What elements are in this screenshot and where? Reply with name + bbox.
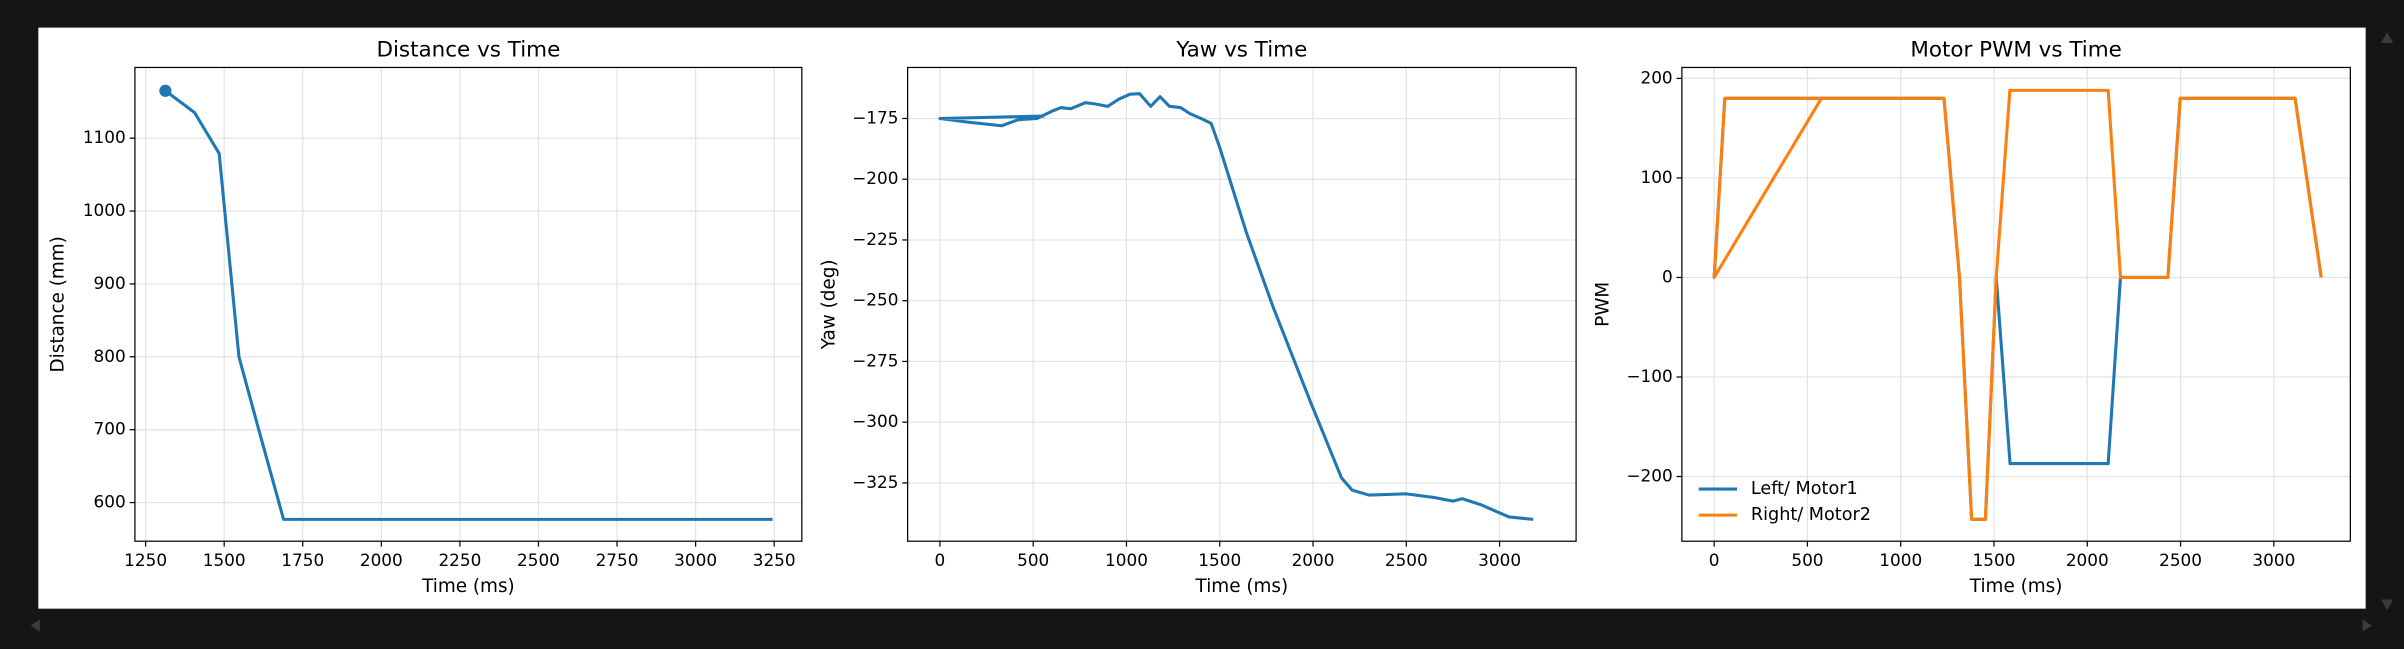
x-axis-label: Time (ms) bbox=[1969, 576, 2063, 597]
y-tick-label: 700 bbox=[94, 419, 126, 439]
data-line bbox=[164, 89, 773, 521]
x-tick-label: 2500 bbox=[2159, 550, 2202, 570]
y-tick-label: −100 bbox=[1626, 366, 1672, 386]
y-tick-label: 200 bbox=[1640, 67, 1672, 87]
y-axis-label: Yaw (deg) bbox=[818, 259, 839, 350]
y-tick-label: 900 bbox=[94, 273, 126, 293]
legend-label: Left/ Motor1 bbox=[1751, 479, 1858, 499]
x-axis-label: Time (ms) bbox=[421, 576, 515, 597]
x-tick-label: 2000 bbox=[360, 550, 403, 570]
x-tick-label: 1500 bbox=[1198, 550, 1241, 570]
scroll-down[interactable] bbox=[2381, 599, 2394, 611]
figure-panel bbox=[38, 27, 2366, 609]
axes-frame bbox=[134, 66, 803, 542]
x-tick-label: 3000 bbox=[674, 550, 717, 570]
y-tick-label: −200 bbox=[1626, 466, 1672, 486]
y-tick-label: −300 bbox=[852, 411, 898, 431]
y-axis-label: PWM bbox=[1593, 282, 1614, 327]
x-tick-label: 1500 bbox=[1973, 550, 2016, 570]
scroll-right[interactable] bbox=[2362, 619, 2372, 632]
y-axis-label: Distance (mm) bbox=[47, 236, 68, 372]
y-tick-label: −175 bbox=[852, 107, 898, 127]
x-tick-label: 1500 bbox=[203, 550, 246, 570]
x-axis-label: Time (ms) bbox=[1195, 576, 1289, 597]
y-tick-label: −225 bbox=[852, 229, 898, 249]
y-tick-label: 100 bbox=[1640, 167, 1672, 187]
x-tick-label: 1000 bbox=[1105, 550, 1148, 570]
data-line bbox=[1712, 88, 2323, 521]
y-tick-label: −250 bbox=[852, 290, 898, 310]
data-line bbox=[938, 92, 1534, 521]
chart-title: Yaw vs Time bbox=[1175, 38, 1307, 63]
x-tick-label: 0 bbox=[935, 550, 946, 570]
y-tick-label: 1000 bbox=[83, 200, 126, 220]
chart-title: Distance vs Time bbox=[376, 38, 560, 63]
start-marker bbox=[159, 84, 172, 97]
x-tick-label: 3000 bbox=[2252, 550, 2295, 570]
scroll-left[interactable] bbox=[30, 619, 40, 632]
x-tick-label: 3000 bbox=[1478, 550, 1521, 570]
y-tick-label: −275 bbox=[852, 350, 898, 370]
x-tick-label: 2500 bbox=[517, 550, 560, 570]
y-tick-label: 1100 bbox=[83, 127, 126, 147]
x-tick-label: 2250 bbox=[438, 550, 481, 570]
x-tick-label: 1250 bbox=[124, 550, 167, 570]
axes-frame bbox=[907, 66, 1577, 542]
scroll-up[interactable] bbox=[2381, 32, 2394, 43]
x-tick-label: 1750 bbox=[281, 550, 324, 570]
x-tick-label: 500 bbox=[1017, 550, 1049, 570]
x-tick-label: 0 bbox=[1709, 550, 1720, 570]
legend-label: Right/ Motor2 bbox=[1751, 505, 1871, 525]
x-tick-label: 3250 bbox=[753, 550, 796, 570]
y-tick-label: −325 bbox=[852, 472, 898, 492]
x-tick-label: 2500 bbox=[1385, 550, 1428, 570]
axes-frame bbox=[1681, 66, 2351, 542]
chart-title: Motor PWM vs Time bbox=[1910, 38, 2121, 63]
x-tick-label: 500 bbox=[1791, 550, 1823, 570]
y-tick-label: 800 bbox=[94, 346, 126, 366]
x-tick-label: 2000 bbox=[1292, 550, 1335, 570]
y-tick-label: 0 bbox=[1662, 266, 1673, 286]
y-tick-label: 600 bbox=[94, 492, 126, 512]
x-tick-label: 1000 bbox=[1879, 550, 1922, 570]
x-tick-label: 2000 bbox=[2066, 550, 2109, 570]
x-tick-label: 2750 bbox=[596, 550, 639, 570]
y-tick-label: −200 bbox=[852, 168, 898, 188]
